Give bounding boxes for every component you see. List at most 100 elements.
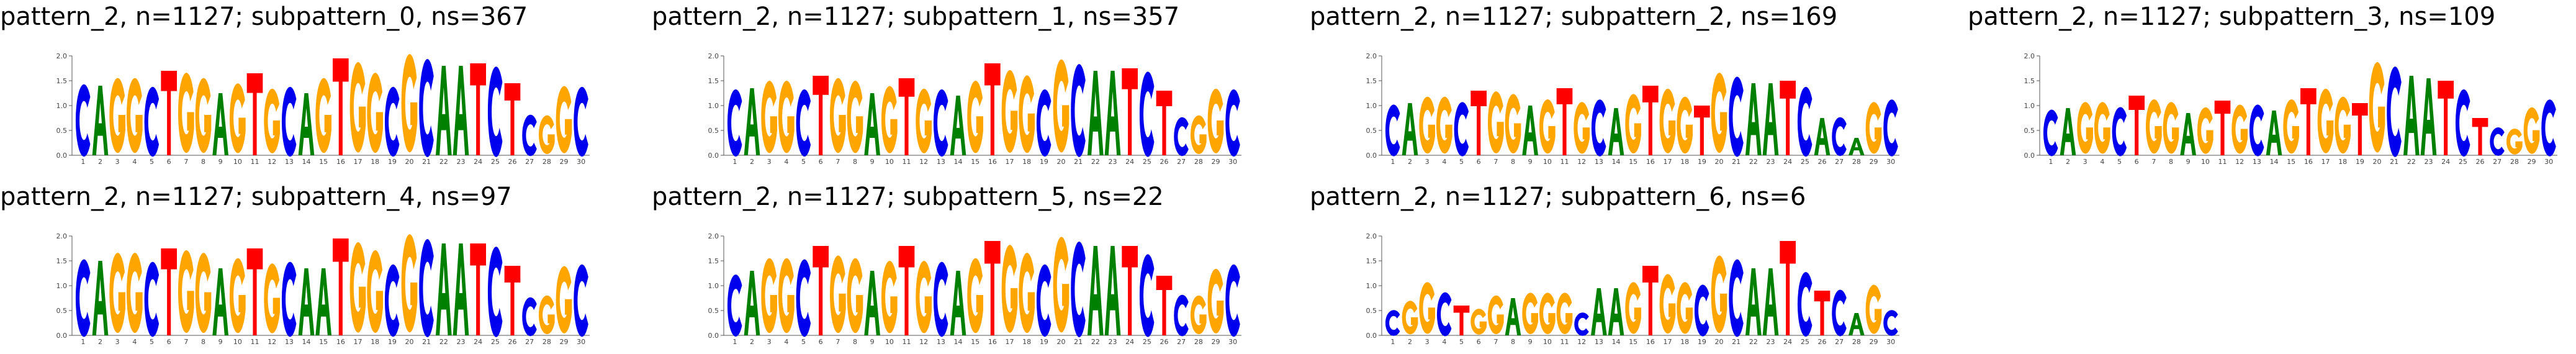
logo-letter-G xyxy=(847,258,863,334)
x-tick-label: 11 xyxy=(251,338,259,346)
logo-letter-G xyxy=(2163,102,2179,154)
logo-letter-T xyxy=(1814,291,1831,335)
logo-letter-G xyxy=(109,78,125,153)
y-tick-label: 2.0 xyxy=(708,232,719,240)
x-tick-label: 16 xyxy=(336,338,345,346)
x-tick-label: 18 xyxy=(1680,338,1689,346)
logo-letter-A xyxy=(92,86,109,155)
x-tick-label: 27 xyxy=(1835,158,1844,166)
x-tick-label: 20 xyxy=(1057,338,1066,346)
x-tick-label: 5 xyxy=(150,158,154,166)
x-tick-label: 27 xyxy=(525,338,534,346)
logo-letter-G xyxy=(2197,107,2213,154)
logo-letter-T xyxy=(470,243,486,335)
x-tick-label: 29 xyxy=(1870,158,1878,166)
logo-letter-C xyxy=(522,114,537,157)
x-tick-label: 23 xyxy=(2425,158,2433,166)
logo-letter-G xyxy=(556,86,572,153)
logo-letter-G xyxy=(538,115,555,155)
logo-letter-C xyxy=(1729,259,1744,337)
y-tick-label: 0.5 xyxy=(56,307,68,315)
x-tick-label: 20 xyxy=(2373,158,2382,166)
logo-letter-G xyxy=(195,78,212,153)
y-tick-label: 0.5 xyxy=(56,127,68,135)
logo-letter-C xyxy=(1694,284,1709,337)
x-tick-label: 7 xyxy=(1493,158,1498,166)
x-tick-label: 25 xyxy=(1801,158,1809,166)
x-tick-label: 13 xyxy=(937,338,945,346)
x-tick-label: 16 xyxy=(1646,158,1655,166)
x-tick-label: 6 xyxy=(2135,158,2139,166)
x-tick-label: 20 xyxy=(1715,338,1724,346)
logo-letter-G xyxy=(2231,104,2248,154)
logo-letter-T xyxy=(2438,81,2454,155)
x-tick-label: 14 xyxy=(1612,158,1621,166)
logo-letter-G xyxy=(2506,129,2523,155)
x-tick-label: 22 xyxy=(1749,338,1758,346)
x-tick-label: 26 xyxy=(508,158,517,166)
logo-letter-A xyxy=(864,93,880,155)
logo-letter-A xyxy=(2060,108,2076,155)
logo-letter-T xyxy=(1780,241,1796,335)
x-tick-label: 15 xyxy=(2287,158,2295,166)
x-tick-label: 17 xyxy=(354,338,363,346)
logo-letter-C xyxy=(1385,310,1400,336)
logo-letter-C xyxy=(384,86,400,157)
logo-letter-G xyxy=(1539,99,1556,154)
logo-letter-G xyxy=(1419,96,1435,154)
logo-letter-T xyxy=(504,83,521,155)
x-tick-label: 30 xyxy=(1228,158,1237,166)
y-tick-label: 0.5 xyxy=(708,127,719,135)
logo-letter-G xyxy=(264,263,281,334)
x-tick-label: 5 xyxy=(2117,158,2122,166)
logo-letter-A xyxy=(1814,118,1831,155)
x-tick-label: 3 xyxy=(767,158,772,166)
logo-letter-G xyxy=(367,73,383,153)
logo-letter-A xyxy=(1088,246,1104,335)
logo-letter-G xyxy=(1625,94,1642,154)
logo-letter-G xyxy=(229,258,246,334)
logo-letter-G xyxy=(2283,99,2300,154)
logo-letter-T xyxy=(984,241,1001,335)
logo-letter-C xyxy=(384,264,400,337)
logo-letter-T xyxy=(1453,306,1470,335)
logo-letter-C xyxy=(487,247,503,337)
x-tick-label: 25 xyxy=(1143,338,1151,346)
logo-letter-T xyxy=(898,78,915,155)
logo-letter-C xyxy=(2043,109,2058,157)
logo-letter-T xyxy=(1122,68,1138,155)
logo-letter-A xyxy=(1088,71,1104,155)
x-tick-label: 3 xyxy=(115,158,120,166)
x-tick-label: 4 xyxy=(1442,158,1446,166)
x-tick-label: 12 xyxy=(1577,338,1586,346)
y-tick-label: 2.0 xyxy=(1366,232,1377,240)
logo-letter-G xyxy=(195,253,212,333)
x-tick-label: 13 xyxy=(937,158,945,166)
chart-title: pattern_2, n=1127; subpattern_3, ns=109 xyxy=(1968,2,2495,31)
x-tick-label: 15 xyxy=(971,158,980,166)
x-tick-label: 27 xyxy=(1835,338,1844,346)
logo-letter-C xyxy=(796,259,811,337)
x-tick-label: 8 xyxy=(1511,158,1515,166)
x-tick-label: 17 xyxy=(1006,338,1014,346)
x-tick-label: 1 xyxy=(1390,158,1395,166)
logo-letter-C xyxy=(75,84,91,157)
logo-letter-G xyxy=(349,242,366,333)
logo-letter-A xyxy=(950,96,966,155)
x-tick-label: 30 xyxy=(1886,338,1895,346)
logo-panel-4: pattern_2, n=1127; subpattern_4, ns=97 0.… xyxy=(0,183,590,346)
logo-letter-C xyxy=(1174,117,1189,157)
logo-letter-C xyxy=(1729,76,1744,157)
logo-letter-A xyxy=(1522,106,1538,155)
x-tick-label: 28 xyxy=(543,158,551,166)
logo-letter-C xyxy=(522,297,537,337)
y-tick-label: 0.0 xyxy=(56,332,68,340)
x-tick-label: 28 xyxy=(543,338,551,346)
logo-letter-T xyxy=(2214,101,2231,155)
x-tick-label: 12 xyxy=(268,158,276,166)
logo-letter-G xyxy=(178,250,194,333)
x-tick-label: 23 xyxy=(457,338,466,346)
y-tick-label: 1.5 xyxy=(56,257,68,265)
x-tick-label: 25 xyxy=(1801,338,1809,346)
